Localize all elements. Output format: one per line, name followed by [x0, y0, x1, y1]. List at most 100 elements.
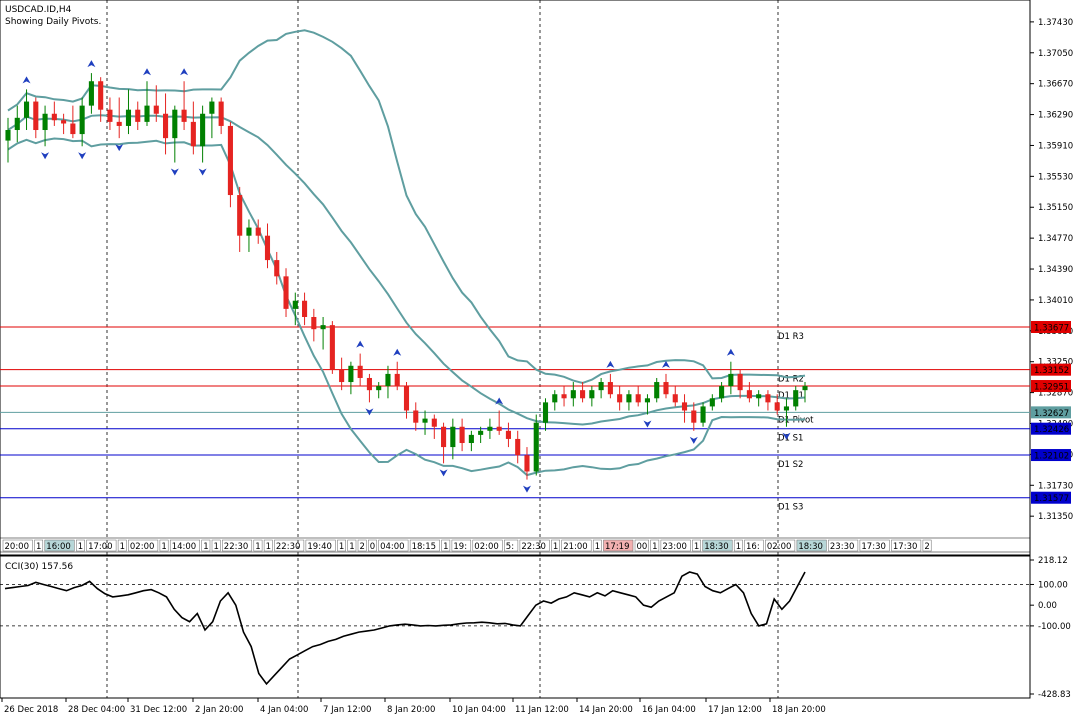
- session-cell: [650, 539, 660, 552]
- candle-body: [468, 434, 474, 444]
- candle-body: [580, 390, 586, 399]
- fractal-up-icon: [606, 360, 615, 368]
- candle-body: [802, 386, 808, 391]
- candle: [691, 402, 697, 431]
- price-level-label: 1.33677: [1034, 323, 1069, 333]
- candle-body: [274, 260, 280, 277]
- fractal-down-icon: [41, 152, 50, 160]
- candle-body: [431, 418, 437, 427]
- price-tick-label: 1.34770: [1038, 234, 1073, 244]
- middle-band: [7, 114, 806, 426]
- session-cell: [169, 539, 200, 552]
- candle-body: [283, 276, 289, 309]
- session-cell: [744, 539, 764, 552]
- candle-body: [793, 390, 799, 407]
- candle: [376, 382, 382, 399]
- fractal-up-icon: [661, 360, 670, 368]
- candle-body: [691, 410, 697, 423]
- candle-body: [339, 369, 345, 383]
- session-cell: [263, 539, 273, 552]
- candle: [357, 353, 363, 387]
- cci-tick-label: 218.12: [1038, 556, 1068, 566]
- candle-body: [487, 426, 493, 431]
- candle-body: [227, 125, 233, 196]
- candle-body: [264, 235, 271, 261]
- price-tick-label: 1.34010: [1038, 296, 1073, 306]
- session-cell-label: 2: [360, 542, 365, 552]
- cci-line: [4, 571, 806, 686]
- candle: [672, 386, 678, 407]
- session-cell: [702, 539, 733, 552]
- candle-body: [5, 130, 11, 141]
- fractal-up-icon: [356, 340, 365, 348]
- candle: [79, 97, 85, 147]
- session-cell-label: 1: [339, 542, 344, 552]
- session-cell: [828, 539, 859, 552]
- session-cell-label: 02:00: [767, 542, 792, 552]
- candle: [200, 105, 206, 163]
- price-level-box: [1031, 363, 1071, 376]
- candle: [765, 390, 771, 411]
- candle-body: [598, 382, 604, 391]
- candle-body: [357, 365, 363, 378]
- session-cell: [337, 539, 346, 552]
- candle-body: [218, 101, 224, 126]
- time-tick-label: 17 Jan 12:00: [708, 705, 762, 715]
- candle-body: [746, 390, 752, 399]
- session-cell-label: 02:00: [130, 542, 155, 552]
- candle-body: [561, 394, 567, 399]
- session-cell: [86, 539, 117, 552]
- session-cell-label: 22:30: [521, 542, 546, 552]
- candle: [793, 386, 799, 411]
- session-cell: [128, 539, 159, 552]
- session-cell: [357, 539, 367, 552]
- session-cell: [592, 539, 602, 552]
- price-tick-label: 1.35530: [1038, 172, 1073, 182]
- cci-levels: [0, 584, 1030, 627]
- candle-body: [190, 121, 196, 147]
- candle: [561, 386, 567, 407]
- candle: [107, 97, 113, 131]
- session-cell: [551, 539, 560, 552]
- candle: [719, 382, 725, 403]
- candle: [413, 402, 419, 431]
- price-level-box: [1031, 320, 1071, 333]
- session-cell: [660, 539, 691, 552]
- session-cell-label: 1: [161, 542, 166, 552]
- session-cell-label: 19:40: [307, 542, 332, 552]
- candle: [617, 386, 623, 411]
- session-cell: [253, 539, 263, 552]
- candle-body: [311, 316, 317, 330]
- session-cell: [519, 539, 550, 552]
- indicator-note: Showing Daily Pivots.: [5, 17, 101, 27]
- fractal-down-icon: [170, 168, 179, 176]
- price-tick-label: 1.33250: [1038, 358, 1073, 368]
- candle: [802, 382, 808, 403]
- upper-band: [7, 29, 806, 385]
- cci-panel[interactable]: [0, 555, 1031, 699]
- candle: [135, 101, 141, 131]
- main-chart-panel[interactable]: [0, 0, 1031, 556]
- time-tick-label: 4 Jan 04:00: [260, 705, 308, 715]
- session-cell-label: 1: [652, 542, 657, 552]
- price-level-label: 1.32951: [1034, 383, 1069, 393]
- price-tick-label: 1.37050: [1038, 49, 1073, 59]
- fractal-up-icon: [180, 68, 189, 76]
- session-cell-label: 1: [120, 542, 125, 552]
- candle-body: [644, 398, 651, 403]
- candle: [644, 394, 651, 415]
- candle: [51, 101, 57, 126]
- candle: [709, 394, 715, 411]
- candle-body: [681, 402, 688, 411]
- session-cell-label: 1: [203, 542, 208, 552]
- session-cell: [603, 539, 634, 552]
- session-cell: [451, 539, 472, 552]
- candle: [450, 418, 456, 460]
- price-tick-label: 1.34390: [1038, 265, 1073, 275]
- time-tick-label: 16 Jan 04:00: [642, 705, 696, 715]
- fractal-down-icon: [689, 436, 698, 444]
- candle: [459, 418, 465, 452]
- candle-body: [783, 406, 790, 411]
- session-cell-label: 17:30: [893, 542, 918, 552]
